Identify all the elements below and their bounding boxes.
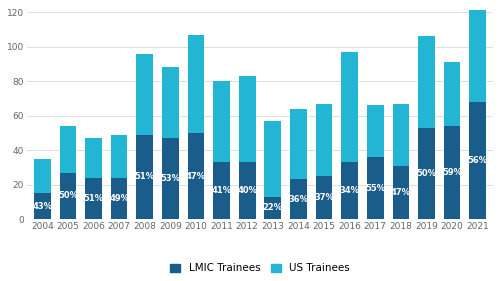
Text: 53%: 53% <box>160 174 180 183</box>
Bar <box>188 35 204 133</box>
Bar <box>392 166 409 219</box>
Bar <box>290 109 307 180</box>
Text: 47%: 47% <box>186 171 206 181</box>
Bar <box>264 121 281 197</box>
Bar <box>418 36 435 128</box>
Text: 47%: 47% <box>391 188 411 197</box>
Text: 51%: 51% <box>134 173 155 182</box>
Bar <box>162 138 178 219</box>
Bar <box>34 159 50 193</box>
Bar <box>162 67 178 138</box>
Bar <box>290 180 307 219</box>
Bar <box>188 133 204 219</box>
Bar <box>316 176 332 219</box>
Bar <box>316 104 332 176</box>
Legend: LMIC Trainees, US Trainees: LMIC Trainees, US Trainees <box>166 259 354 278</box>
Bar <box>214 162 230 219</box>
Bar <box>444 126 460 219</box>
Bar <box>85 178 102 219</box>
Text: 22%: 22% <box>263 203 283 212</box>
Text: 50%: 50% <box>58 191 78 200</box>
Bar <box>470 102 486 219</box>
Bar <box>34 193 50 219</box>
Bar <box>342 52 358 162</box>
Bar <box>392 104 409 166</box>
Bar <box>239 162 256 219</box>
Bar <box>342 162 358 219</box>
Text: 49%: 49% <box>109 194 129 203</box>
Bar <box>264 197 281 219</box>
Bar <box>418 128 435 219</box>
Text: 43%: 43% <box>32 202 52 211</box>
Text: 51%: 51% <box>84 194 103 203</box>
Text: 59%: 59% <box>442 168 462 177</box>
Bar <box>444 62 460 126</box>
Text: 37%: 37% <box>314 193 334 202</box>
Bar <box>239 76 256 162</box>
Bar <box>85 138 102 178</box>
Bar <box>60 173 76 219</box>
Text: 34%: 34% <box>340 186 359 195</box>
Text: 40%: 40% <box>237 186 257 195</box>
Bar <box>60 126 76 173</box>
Text: 50%: 50% <box>416 169 436 178</box>
Bar <box>214 81 230 162</box>
Bar <box>136 135 153 219</box>
Bar <box>367 105 384 157</box>
Bar <box>367 157 384 219</box>
Bar <box>111 135 128 178</box>
Bar <box>470 10 486 102</box>
Bar <box>136 54 153 135</box>
Text: 56%: 56% <box>468 156 488 165</box>
Text: 41%: 41% <box>212 186 232 195</box>
Text: 36%: 36% <box>288 195 308 204</box>
Bar <box>111 178 128 219</box>
Text: 55%: 55% <box>365 183 386 192</box>
